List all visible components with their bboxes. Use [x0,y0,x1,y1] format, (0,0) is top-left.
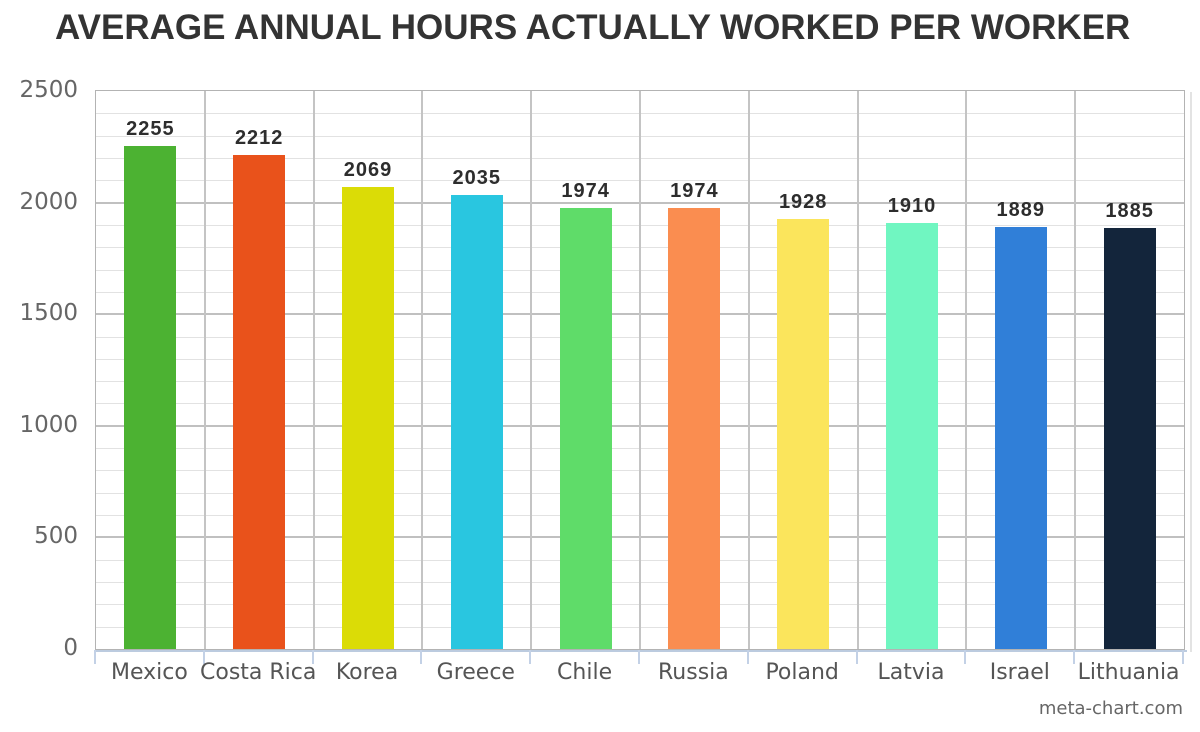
bar-lithuania [1103,228,1156,649]
bar-costa-rica [233,155,286,649]
y-axis-label-500: 500 [34,523,78,550]
x-axis-label-russia: Russia [658,660,729,685]
bar-russia [668,208,721,649]
bar-mexico [124,145,177,649]
x-axis-baseline [95,650,1187,652]
category-gridline-1 [203,91,206,649]
category-gridline-5 [639,91,641,649]
x-axis-label-israel: Israel [989,660,1050,685]
x-axis-label-chile: Chile [557,660,613,685]
watermark-meta-chart: meta-chart.com [1038,698,1183,719]
x-axis: Mexico Costa Rica Korea Greece Chile Russia Po… [95,660,1183,694]
x-axis-label-lithuania: Lithuania [1077,660,1180,685]
y-axis-label-2000: 2000 [19,188,78,215]
x-axis-tick-1 [202,650,205,664]
chart-title: AVERAGE ANNUAL HOURS ACTUALLY WORKED PER… [55,8,1131,47]
bar-value-label-korea: 2069 [343,159,393,182]
bar-value-label-russia: 1974 [670,180,719,203]
bar-greece [450,194,503,649]
x-axis-label-latvia: Latvia [877,660,945,685]
category-gridline-8 [965,91,968,649]
x-axis-tick-6 [746,650,749,664]
bar-value-label-costa-rica: 2212 [234,127,284,150]
x-axis-tick-4 [529,650,532,664]
category-gridline-6 [747,91,750,649]
bar-value-label-israel: 1889 [996,199,1046,222]
bar-value-label-lithuania: 1885 [1105,200,1154,223]
x-axis-label-greece: Greece [436,660,515,685]
x-axis-tick-10 [1182,650,1184,664]
bar-value-label-mexico: 2255 [126,117,175,140]
category-gridline-9 [1074,91,1077,649]
x-axis-tick-7 [855,650,858,664]
x-axis-label-korea: Korea [335,660,399,685]
bar-value-label-chile: 1974 [561,180,610,203]
y-axis-label-1500: 1500 [19,300,78,327]
bar-value-label-greece: 2035 [452,166,502,189]
x-axis-tick-0 [94,650,96,664]
y-axis-label-2500: 2500 [19,77,78,103]
category-gridline-3 [421,91,424,649]
bar-chile [559,208,612,649]
x-axis-tick-2 [311,650,314,664]
bar-korea [342,187,394,649]
plot-shadow-line [1190,92,1192,652]
bar-poland [777,218,830,649]
category-gridline-7 [856,91,859,649]
y-axis-label-0: 0 [63,635,78,661]
plot-area: 2255 2212 2069 2035 1974 1974 1928 1910 1889 1885 [95,90,1185,650]
category-gridline-4 [530,91,533,649]
bar-latvia [886,222,938,649]
x-axis-tick-3 [420,650,423,664]
bar-israel [994,227,1047,649]
bar-value-label-latvia: 1910 [887,194,937,217]
x-axis-tick-5 [638,650,640,664]
category-gridline-2 [312,91,315,649]
x-axis-label-poland: Poland [765,660,839,685]
x-axis-label-costa-rica: Costa Rica [200,660,317,685]
y-axis-label-1000: 1000 [19,411,78,438]
y-axis: 0 500 1000 1500 2000 2500 [0,77,78,661]
bar-value-label-poland: 1928 [778,190,828,213]
x-axis-tick-8 [964,650,967,664]
x-axis-label-mexico: Mexico [110,660,188,685]
x-axis-tick-9 [1073,650,1076,664]
